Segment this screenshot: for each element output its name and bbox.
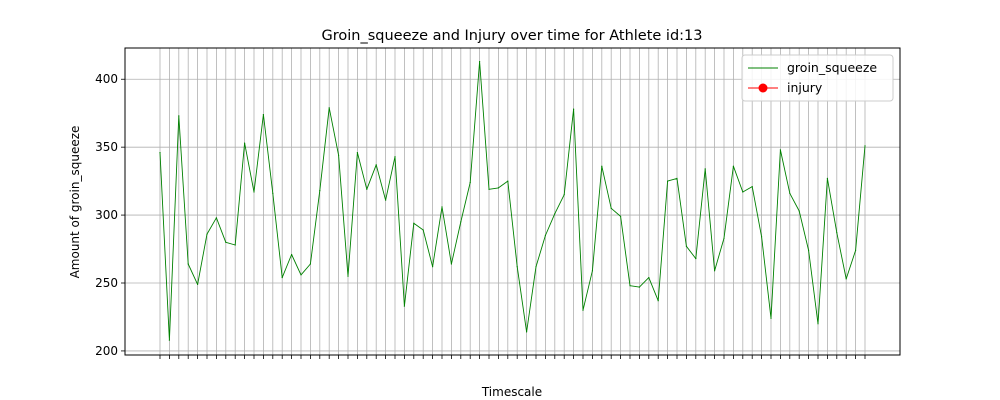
data-point <box>469 181 471 184</box>
data-point <box>544 234 547 237</box>
data-point <box>610 207 612 209</box>
data-point <box>761 236 763 238</box>
data-point <box>845 278 847 280</box>
data-point <box>272 192 274 194</box>
data-point <box>187 263 189 265</box>
data-point <box>817 323 819 325</box>
legend-label-injury: injury <box>787 80 823 95</box>
y-tick-label: 300 <box>95 208 118 222</box>
data-point <box>262 114 264 116</box>
data-point <box>620 215 622 217</box>
data-point <box>403 305 405 307</box>
data-point <box>714 270 716 272</box>
data-point <box>338 154 340 156</box>
data-point <box>855 249 857 251</box>
data-point <box>629 285 631 287</box>
data-point <box>215 217 217 219</box>
data-point <box>319 190 321 192</box>
data-point <box>582 309 584 311</box>
data-point <box>751 186 753 188</box>
data-point <box>413 222 415 224</box>
data-point <box>206 233 208 235</box>
data-point <box>826 177 829 179</box>
data-point <box>563 194 565 196</box>
chart-title: Groin_squeeze and Injury over time for A… <box>321 28 702 44</box>
data-point <box>836 232 838 234</box>
data-point <box>657 300 659 302</box>
data-point <box>394 156 396 158</box>
data-point <box>234 244 236 246</box>
legend-swatch-injury-marker <box>758 83 768 93</box>
y-tick-label: 250 <box>95 276 118 290</box>
legend-box <box>741 54 894 102</box>
data-point <box>591 270 594 272</box>
data-point <box>488 188 490 190</box>
data-point <box>385 199 387 201</box>
data-point <box>742 191 744 193</box>
data-point <box>460 221 462 223</box>
data-point <box>422 229 424 231</box>
data-point <box>723 237 725 239</box>
series-layer <box>159 61 866 341</box>
plot-area-frame <box>124 47 901 356</box>
data-point <box>770 317 772 319</box>
data-point <box>178 115 180 117</box>
data-point <box>554 213 556 215</box>
data-point <box>779 149 782 151</box>
data-point <box>225 241 227 243</box>
data-point <box>808 249 810 251</box>
data-point <box>197 283 199 285</box>
data-point <box>507 180 509 182</box>
data-point <box>356 152 358 154</box>
data-point <box>300 274 302 276</box>
y-axis-label: Amount of groin_squeeze <box>68 126 82 279</box>
data-point <box>253 191 255 193</box>
y-tick-label: 350 <box>95 140 118 154</box>
vertical-gridlines <box>159 48 866 355</box>
data-point <box>732 165 735 167</box>
x-axis-label: Timescale <box>481 385 542 399</box>
y-tick-label: 400 <box>95 72 118 86</box>
data-point <box>667 180 669 182</box>
data-point <box>159 152 161 154</box>
data-point <box>638 286 641 288</box>
data-point <box>535 266 537 268</box>
data-point <box>497 187 499 189</box>
data-point <box>281 277 283 279</box>
data-point <box>450 263 452 265</box>
data-point <box>328 107 330 109</box>
data-point <box>516 266 518 268</box>
y-tick-label: 200 <box>95 344 118 358</box>
data-point <box>375 164 377 166</box>
data-point <box>676 177 678 179</box>
data-point <box>864 145 866 147</box>
data-point <box>685 245 688 247</box>
data-point <box>573 108 575 110</box>
data-point <box>789 192 791 194</box>
data-point <box>479 61 481 63</box>
data-point <box>601 165 603 167</box>
legend: groin_squeeze injury <box>741 54 894 102</box>
series-groin-squeeze-line <box>159 61 866 341</box>
data-point <box>704 168 706 170</box>
data-point <box>366 188 368 190</box>
y-axis-ticks: 200 250 300 350 400 <box>95 72 125 358</box>
x-axis-ticks <box>159 355 866 359</box>
data-point <box>695 258 697 260</box>
data-point <box>347 275 349 277</box>
data-point <box>291 253 293 256</box>
data-point <box>309 263 311 265</box>
data-point <box>432 266 434 268</box>
data-point <box>441 206 443 208</box>
data-point <box>526 331 528 333</box>
data-point <box>648 277 650 279</box>
data-point <box>168 339 170 341</box>
data-point <box>798 210 800 212</box>
data-point <box>244 142 246 144</box>
legend-label-groin-squeeze: groin_squeeze <box>787 60 877 75</box>
